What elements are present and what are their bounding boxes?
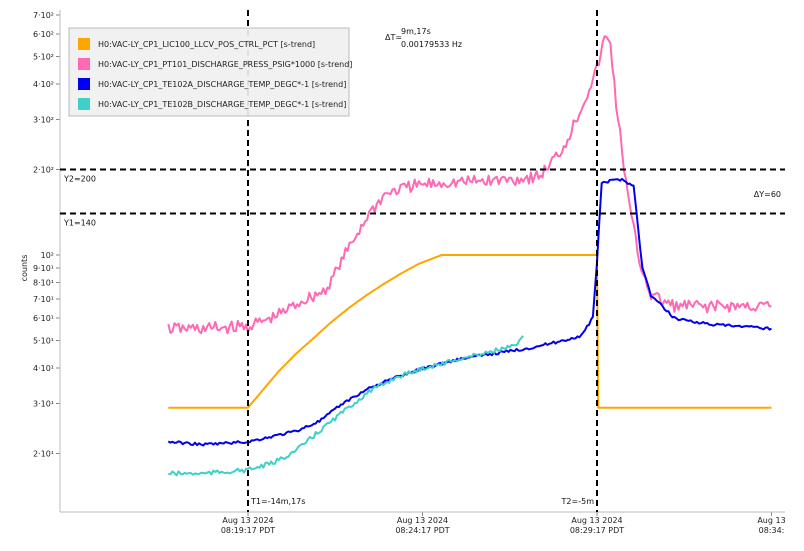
legend: H0:VAC-LY_CP1_LIC100_LLCV_POS_CTRL_PCT [… bbox=[68, 27, 352, 117]
y-tick-label: 3·10² bbox=[33, 115, 54, 124]
x-tick-label-date: Aug 13 2024 bbox=[222, 516, 273, 525]
y-tick-label: 5·10² bbox=[33, 52, 54, 61]
legend-swatch bbox=[78, 38, 90, 50]
y-tick-label: 4·10¹ bbox=[33, 364, 54, 373]
x-tick-label-date: Aug 13 bbox=[757, 516, 785, 525]
y-tick-label: 6·10² bbox=[33, 30, 54, 39]
x-tick-label-date: Aug 13 2024 bbox=[397, 516, 448, 525]
cursor-delta-y-label: ΔY=60 bbox=[754, 190, 781, 199]
legend-label: H0:VAC-LY_CP1_TE102B_DISCHARGE_TEMP_DEGC… bbox=[98, 100, 346, 109]
series-line bbox=[167, 177, 772, 447]
x-tick-label-time: 08:24:17 PDT bbox=[395, 526, 449, 535]
series-line bbox=[168, 254, 772, 409]
y-tick-label: 3·10¹ bbox=[33, 399, 54, 408]
legend-box bbox=[68, 27, 350, 117]
y-tick-label: 2·10² bbox=[33, 166, 54, 175]
cursor-y2-label: Y2=200 bbox=[63, 175, 96, 184]
cursor-delta-t-value: 9m,17s bbox=[401, 27, 431, 36]
y-tick-label: 7·10¹ bbox=[33, 295, 54, 304]
cursor-delta-t-label: ΔT= bbox=[385, 33, 402, 42]
cursor-delta-t-freq: 0.00179533 Hz bbox=[401, 40, 462, 49]
legend-label: H0:VAC-LY_CP1_PT101_DISCHARGE_PRESS_PSIG… bbox=[98, 60, 352, 69]
cursor-group[interactable]: T1=-14m,17s T2=-5m Y2=200 Y1=140 ΔY=60 ΔT=9m,… bbox=[60, 10, 785, 512]
x-tick-label-date: Aug 13 2024 bbox=[571, 516, 622, 525]
series-group bbox=[167, 35, 772, 477]
y-tick-label: 8·10¹ bbox=[33, 279, 54, 288]
y-tick-label: 9·10¹ bbox=[33, 264, 54, 273]
y-tick-label: 7·10² bbox=[33, 11, 54, 20]
x-tick-label-time: 08:19:17 PDT bbox=[221, 526, 275, 535]
cursor-y1-label: Y1=140 bbox=[63, 218, 96, 227]
x-tick-label-time: 08:29:17 PDT bbox=[570, 526, 624, 535]
cursor-t1-label: T1=-14m,17s bbox=[250, 497, 305, 506]
legend-label: H0:VAC-LY_CP1_TE102A_DISCHARGE_TEMP_DEGC… bbox=[98, 80, 346, 89]
y-axis-label: counts bbox=[20, 255, 29, 282]
legend-label: H0:VAC-LY_CP1_LIC100_LLCV_POS_CTRL_PCT [… bbox=[98, 40, 315, 49]
cursor-t2-label: T2=-5m bbox=[561, 497, 595, 506]
y-tick-label: 4·10² bbox=[33, 80, 54, 89]
y-tick-label: 6·10¹ bbox=[33, 314, 54, 323]
legend-swatch bbox=[78, 78, 90, 90]
legend-swatch bbox=[78, 98, 90, 110]
y-tick-label: 5·10¹ bbox=[33, 336, 54, 345]
series-line bbox=[168, 335, 524, 477]
series-line bbox=[167, 35, 772, 335]
legend-swatch bbox=[78, 58, 90, 70]
y-tick-label: 10² bbox=[41, 251, 54, 260]
y-axis: 7·10² 6·10² 5·10² 4·10² 3·10² 2·10² 10² 9·10¹ 8·… bbox=[33, 11, 60, 459]
x-tick-label-time: 08:34: bbox=[759, 526, 785, 535]
y-tick-label: 2·10¹ bbox=[33, 450, 54, 459]
